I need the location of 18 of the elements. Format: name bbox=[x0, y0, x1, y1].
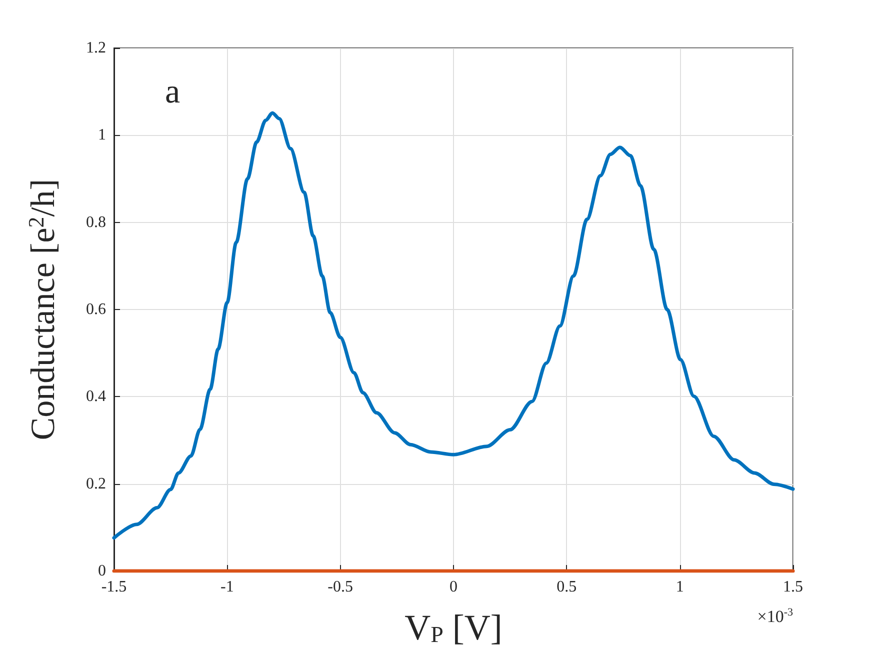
x-axis-title: VP [V] bbox=[404, 608, 502, 648]
x-tick-label: 1 bbox=[676, 578, 684, 596]
x-tick-label: 0 bbox=[450, 578, 458, 596]
x-tick-label: 1.5 bbox=[783, 578, 803, 596]
y-tick-label: 1 bbox=[98, 126, 106, 144]
y-tick-label: 1.2 bbox=[86, 40, 106, 56]
x-tick-label: -1.5 bbox=[101, 578, 127, 596]
y-tick-label: 0.6 bbox=[86, 301, 106, 318]
annotation: a bbox=[165, 74, 180, 110]
x-tick-label: 0.5 bbox=[556, 578, 577, 596]
y-tick-label: 0 bbox=[98, 562, 106, 580]
y-tick-label: 0.8 bbox=[86, 214, 106, 231]
x-tick-label: -0.5 bbox=[328, 578, 353, 596]
line-series bbox=[112, 111, 795, 540]
y-tick-label: 0.2 bbox=[86, 475, 106, 492]
y-axis-title: Conductance [e2/h] bbox=[24, 178, 62, 440]
x-tick-label: -1 bbox=[220, 578, 234, 596]
y-tick-label: 0.4 bbox=[86, 388, 106, 406]
